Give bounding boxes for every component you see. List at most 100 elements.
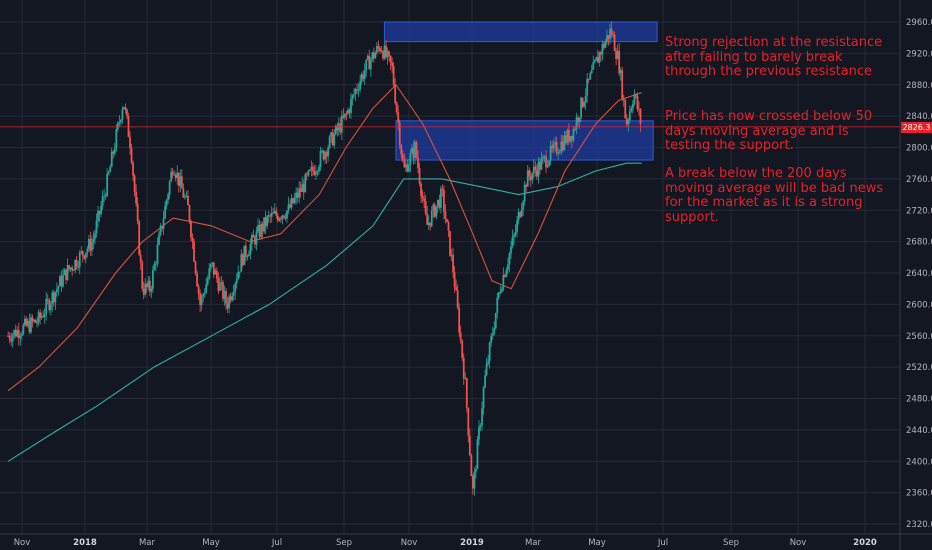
candle — [200, 293, 203, 311]
candle — [493, 321, 496, 336]
candle — [246, 254, 249, 261]
candle — [74, 259, 77, 274]
candle — [372, 47, 375, 63]
candle — [365, 59, 368, 78]
ma200-layer — [7, 162, 642, 462]
candle — [244, 241, 247, 262]
candle — [68, 264, 70, 272]
candle — [83, 254, 86, 260]
candle — [452, 247, 454, 279]
candle — [167, 192, 170, 205]
candle — [219, 276, 221, 292]
candle — [612, 31, 614, 38]
candle — [190, 219, 192, 242]
candle — [197, 283, 200, 300]
candle — [123, 106, 125, 110]
candle — [324, 150, 326, 165]
candle — [94, 229, 96, 245]
candle — [331, 128, 334, 147]
candle — [560, 134, 563, 155]
candle — [104, 192, 107, 200]
candle — [109, 164, 112, 173]
candle — [247, 250, 250, 257]
candle — [269, 213, 272, 223]
candle — [595, 56, 598, 61]
candle — [97, 206, 99, 228]
candle — [188, 204, 191, 225]
candle — [522, 199, 525, 216]
candle — [66, 258, 69, 282]
candle — [517, 208, 520, 225]
candle — [194, 260, 197, 276]
candle — [609, 23, 611, 45]
candle — [575, 112, 578, 135]
candle — [52, 289, 55, 307]
candle — [357, 83, 360, 97]
candle — [103, 188, 106, 203]
candle — [542, 154, 544, 164]
candle — [229, 292, 232, 304]
candle — [592, 55, 595, 70]
candle — [535, 164, 538, 180]
candle — [211, 261, 214, 268]
zones — [383, 21, 658, 161]
candle — [435, 206, 438, 220]
candle — [459, 325, 462, 344]
candle — [237, 265, 240, 280]
candle — [471, 473, 474, 495]
y-tick-label: 2360.0 — [906, 489, 932, 499]
candle — [174, 172, 177, 182]
candle — [129, 131, 131, 155]
resistance-zone — [383, 21, 658, 43]
candle — [403, 153, 406, 168]
candle — [43, 307, 46, 324]
candle — [532, 159, 535, 179]
candles-layer — [7, 21, 642, 496]
candle — [420, 181, 422, 203]
candle — [566, 128, 569, 146]
candle — [22, 322, 25, 336]
candle — [340, 110, 343, 141]
candle — [243, 245, 246, 266]
candle — [627, 117, 630, 132]
candle — [631, 100, 634, 114]
candle — [401, 150, 404, 163]
candle — [558, 149, 561, 154]
candle — [17, 322, 20, 346]
x-tick-label: Nov — [14, 538, 31, 548]
candle — [580, 96, 582, 123]
candle — [359, 74, 362, 93]
candle — [121, 106, 124, 125]
candle — [540, 151, 543, 171]
candle — [555, 137, 558, 156]
candle — [427, 215, 430, 230]
candle — [267, 210, 270, 223]
y-tick-label: 2920.0 — [906, 49, 932, 59]
candle — [613, 31, 616, 52]
candle — [305, 172, 308, 181]
candle — [406, 159, 409, 173]
candle — [481, 401, 483, 431]
candle — [284, 213, 287, 222]
y-tick-label: 2520.0 — [906, 363, 932, 373]
candle — [374, 50, 377, 59]
candle — [462, 353, 465, 385]
candle — [89, 231, 92, 256]
candle — [148, 276, 151, 296]
candle — [369, 57, 372, 77]
candle — [31, 314, 34, 328]
candle — [275, 207, 278, 219]
candle — [258, 220, 261, 240]
candle — [25, 316, 28, 327]
candle — [398, 119, 401, 150]
y-tick-label: 2840.0 — [906, 112, 932, 122]
candle — [622, 94, 625, 107]
x-tick-label: Nov — [401, 538, 418, 548]
candle — [171, 167, 174, 179]
candle — [80, 246, 83, 255]
candle — [328, 134, 331, 150]
candle — [446, 218, 448, 223]
candle — [485, 357, 488, 377]
